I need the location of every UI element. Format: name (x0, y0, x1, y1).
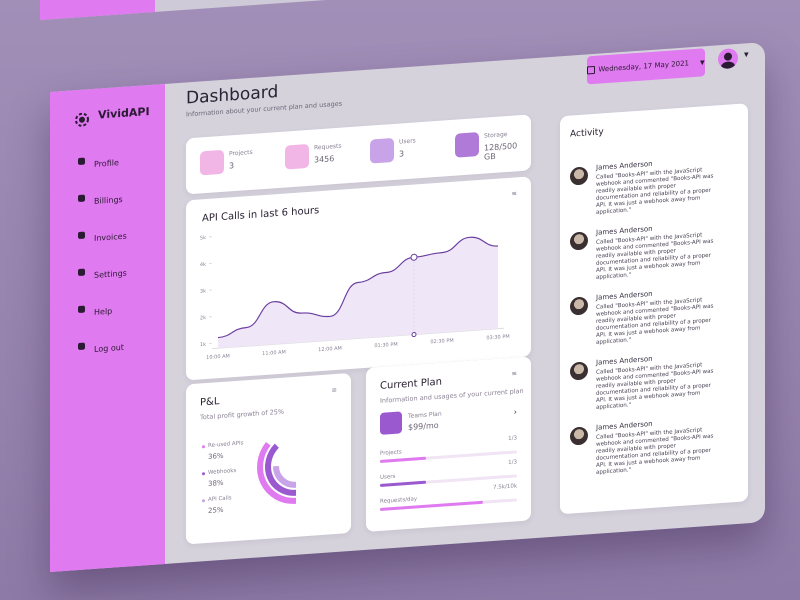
background-window (40, 0, 800, 20)
activity-title: Activity (570, 127, 604, 140)
activity-text: Called "Books-API" with the JavaScript w… (596, 427, 714, 476)
nav-icon (78, 342, 85, 351)
stat-label: Users (399, 137, 416, 146)
usage-label: Users (380, 473, 396, 481)
usage-bar (380, 456, 426, 463)
y-tick-label: 4k (200, 262, 206, 268)
nav-icon (78, 268, 85, 277)
activity-avatar (570, 166, 588, 186)
activity-text: Called "Books-API" with the JavaScript w… (596, 297, 714, 346)
activity-name: James Anderson (596, 289, 653, 302)
nav-item[interactable]: Settings (94, 268, 127, 280)
background-sidebar (40, 0, 155, 20)
plan-name: Teams Plan (408, 410, 442, 420)
y-tick-label: 2k (200, 315, 206, 321)
line-chart: 1k 2k 3k 4k 5k 10:00 AM 11:00 AM 12:00 AM 01:30 … (200, 235, 510, 361)
avatar-body (721, 61, 735, 70)
x-tick-label: 10:00 AM (206, 353, 230, 361)
nav-item[interactable]: Profile (94, 158, 119, 169)
usage-label: Requests/day (380, 496, 418, 505)
legend-value: 38% (208, 478, 224, 488)
usage-text: 7.5k/10k (493, 483, 517, 492)
nav-list (50, 84, 165, 92)
avatar-head (724, 52, 732, 61)
stat-value: 3 (399, 149, 405, 159)
activity-name: James Anderson (596, 419, 653, 432)
api-chart-card: API Calls in last 6 hours ≡ 1k 2k 3k 4k 5k 10… (186, 176, 531, 381)
stat-label: Requests (314, 142, 342, 152)
nav-item[interactable]: Billings (94, 194, 123, 206)
stat-icon (370, 137, 394, 164)
activity-name: James Anderson (596, 224, 653, 237)
line-area (218, 237, 498, 349)
activity-card: Activity James Anderson Called "Books-API… (560, 103, 748, 515)
activity-avatar (570, 296, 588, 316)
stat-icon (200, 149, 224, 176)
nav-icon (78, 194, 85, 203)
date-picker[interactable]: Wednesday, 17 May 2021 ▼ (587, 48, 705, 85)
nav-item[interactable]: Help (94, 306, 113, 317)
activity-avatar (570, 361, 588, 381)
stat-value: 128/500 GB (484, 141, 518, 162)
usage-label: Projects (380, 449, 402, 457)
usage-text: 1/3 (508, 459, 517, 466)
nav-item[interactable]: Log out (94, 342, 124, 354)
pnl-rings (257, 442, 297, 504)
usage-bar (380, 480, 426, 487)
activity-name: James Anderson (596, 159, 653, 172)
x-tick-label: 11:00 AM (262, 350, 286, 358)
x-tick-label: 02:30 PM (430, 338, 453, 346)
x-tick-label: 03:30 PM (486, 334, 509, 342)
calendar-icon (587, 65, 596, 75)
y-tick-label: 5k (200, 235, 206, 241)
nav-item[interactable]: Invoices (94, 231, 127, 243)
activity-name: James Anderson (596, 354, 653, 367)
stat-label: Storage (484, 131, 508, 140)
plan-card: Current Plan Information and usages of y… (366, 356, 531, 532)
activity-text: Called "Books-API" with the JavaScript w… (596, 232, 714, 281)
plan-icon (380, 411, 402, 435)
date-caret: ▼ (700, 58, 705, 67)
activity-text: Called "Books-API" with the JavaScript w… (596, 167, 714, 216)
y-tick-label: 3k (200, 288, 206, 294)
brand-name: VividAPI (98, 105, 150, 122)
usage-text: 1/3 (508, 435, 517, 442)
nav-icon (78, 231, 85, 240)
sidebar: VividAPI Profile Billings Invoices Settings… (50, 83, 165, 572)
plan-title: Current Plan (380, 376, 443, 392)
filter-icon[interactable]: ≡ (511, 369, 517, 378)
x-tick-label: 12:00 AM (318, 346, 342, 354)
stat-icon (285, 143, 309, 170)
legend-value: 36% (208, 451, 224, 461)
pnl-card: P&L Total profit growth of 25% ≡ Re-used… (186, 372, 351, 545)
x-tick-label: 01:30 PM (374, 342, 397, 350)
activity-text: Called "Books-API" with the JavaScript w… (596, 362, 714, 411)
hover-axis-point (411, 332, 417, 338)
stat-value: 3456 (314, 154, 335, 165)
activity-avatar (570, 426, 588, 446)
plan-chevron[interactable]: › (513, 407, 517, 417)
plan-price: $99/mo (408, 420, 439, 432)
brand-logo (75, 112, 89, 127)
ring-arc (273, 465, 297, 488)
avatar-caret[interactable]: ▼ (744, 51, 749, 59)
dashboard-window: VividAPI Profile Billings Invoices Settings… (50, 42, 765, 573)
line-series (217, 236, 499, 339)
activity-avatar (570, 231, 588, 251)
date-text: Wednesday, 17 May 2021 (598, 59, 689, 74)
stat-icon (455, 132, 479, 158)
y-tick-label: 1k (200, 342, 206, 348)
legend-value: 25% (208, 505, 224, 515)
hover-point (410, 253, 418, 261)
stat-label: Projects (229, 148, 253, 158)
nav-icon (78, 305, 85, 314)
stat-value: 3 (229, 161, 235, 171)
ring-arc (265, 443, 297, 496)
user-avatar[interactable] (718, 47, 738, 70)
nav-icon (78, 157, 85, 166)
ring-arc (257, 442, 297, 504)
header: Dashboard Information about your current… (186, 78, 342, 118)
